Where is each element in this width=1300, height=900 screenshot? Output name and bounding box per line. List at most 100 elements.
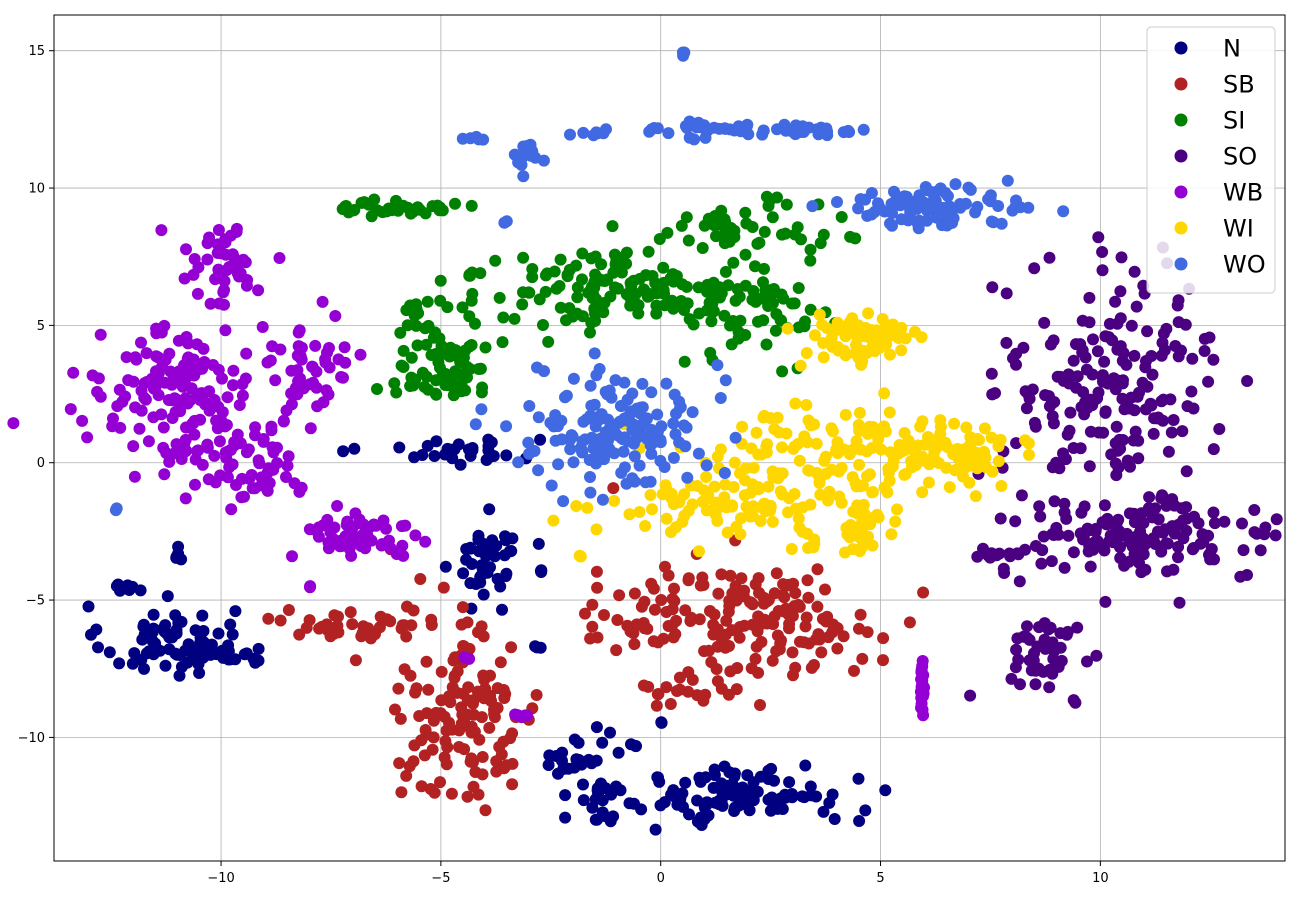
point-wb — [282, 450, 295, 463]
point-sb — [708, 608, 721, 621]
point-so — [1269, 529, 1282, 542]
point-wo — [984, 193, 997, 206]
point-sb — [712, 587, 725, 600]
point-so — [1165, 426, 1178, 439]
point-wb — [240, 347, 253, 360]
point-wi — [785, 543, 798, 555]
data-points — [7, 46, 1283, 836]
point-so — [1038, 617, 1051, 630]
point-sb — [799, 620, 812, 633]
point-si — [682, 234, 695, 247]
point-sb — [650, 699, 663, 712]
point-n — [500, 567, 513, 580]
point-wi — [817, 351, 830, 364]
point-wi — [856, 479, 869, 492]
point-sb — [313, 622, 326, 635]
point-n — [691, 815, 704, 828]
point-wo — [698, 119, 711, 132]
point-n — [134, 584, 147, 597]
point-wi — [721, 526, 734, 539]
point-sb — [679, 604, 692, 617]
point-wb — [239, 256, 252, 269]
point-si — [696, 242, 709, 254]
point-si — [472, 363, 485, 375]
point-si — [336, 203, 349, 215]
point-wi — [886, 460, 899, 473]
point-wb — [213, 435, 226, 448]
point-sb — [407, 755, 420, 768]
point-n — [628, 797, 640, 810]
point-wi — [590, 523, 603, 536]
point-so — [1039, 389, 1052, 402]
point-wb — [142, 435, 155, 448]
point-n — [214, 647, 227, 660]
point-so — [1160, 322, 1173, 335]
point-wb — [189, 478, 201, 491]
point-si — [675, 219, 688, 232]
point-wi — [726, 500, 739, 513]
point-so — [1113, 433, 1126, 446]
point-n — [128, 647, 141, 660]
point-wi — [915, 331, 928, 344]
point-wb — [916, 655, 929, 667]
point-sb — [831, 642, 844, 655]
point-si — [469, 317, 481, 330]
point-wi — [916, 486, 929, 499]
point-si — [776, 228, 788, 241]
point-wb — [184, 394, 196, 407]
point-wb — [281, 459, 294, 472]
point-so — [1164, 393, 1177, 406]
point-n — [85, 628, 97, 641]
point-wi — [878, 387, 891, 400]
point-si — [661, 226, 674, 239]
point-sb — [711, 675, 724, 688]
point-so — [1081, 655, 1093, 668]
point-sb — [530, 689, 543, 701]
point-si — [412, 307, 425, 320]
x-tick-label: −10 — [207, 871, 234, 886]
point-wb — [319, 356, 332, 369]
point-sb — [414, 573, 427, 585]
point-wb — [511, 709, 524, 722]
point-sb — [439, 735, 452, 748]
point-sb — [822, 631, 835, 644]
point-wb — [234, 437, 247, 450]
point-so — [1048, 645, 1060, 658]
point-wi — [883, 406, 896, 419]
point-si — [776, 365, 789, 378]
point-sb — [770, 645, 783, 658]
point-so — [1045, 555, 1058, 568]
point-wi — [822, 494, 834, 507]
point-n — [582, 753, 595, 766]
point-wo — [732, 120, 745, 133]
point-si — [493, 291, 506, 304]
point-wo — [557, 495, 570, 508]
point-wo — [667, 417, 680, 430]
point-si — [749, 260, 761, 273]
point-si — [835, 211, 848, 223]
point-wi — [719, 478, 732, 491]
point-so — [1020, 402, 1033, 415]
point-so — [1104, 529, 1117, 542]
point-sb — [735, 572, 748, 585]
point-wb — [235, 491, 248, 504]
point-so — [1117, 347, 1130, 359]
point-so — [1127, 553, 1140, 565]
point-wi — [885, 528, 898, 541]
point-sb — [456, 601, 469, 614]
point-sb — [848, 664, 860, 677]
point-wb — [294, 372, 306, 385]
point-so — [1015, 489, 1028, 502]
point-wi — [819, 450, 832, 463]
point-so — [1203, 331, 1216, 344]
point-wi — [849, 347, 862, 360]
point-wb — [218, 284, 230, 297]
point-wi — [863, 468, 876, 481]
point-wb — [163, 455, 176, 468]
point-wo — [898, 190, 911, 203]
point-wo — [645, 447, 658, 460]
point-wi — [895, 321, 908, 334]
point-sb — [394, 712, 407, 725]
point-sb — [733, 631, 746, 644]
point-si — [739, 248, 752, 261]
